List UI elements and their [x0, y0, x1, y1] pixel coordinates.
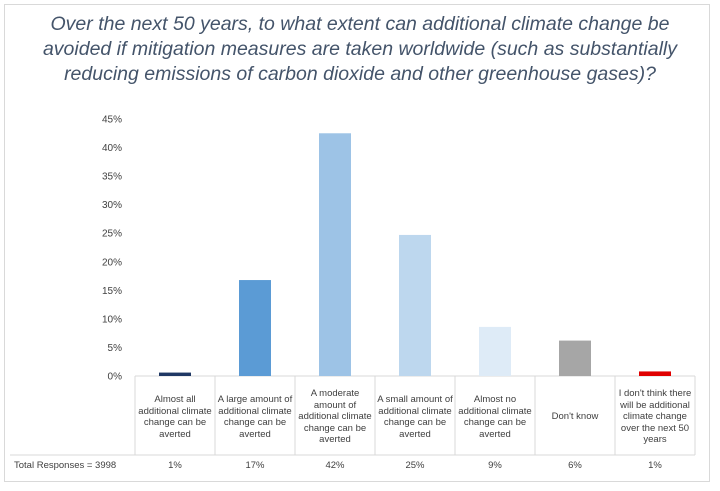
y-tick-label: 20% — [102, 257, 122, 268]
x-category-label: Don't know — [551, 411, 599, 423]
percentage-cell: 9% — [488, 460, 502, 471]
percentage-cell: 6% — [568, 460, 582, 471]
bar — [639, 371, 671, 376]
y-tick-label: 0% — [108, 372, 123, 383]
percentage-cell: 1% — [648, 460, 662, 471]
bars-layer — [159, 133, 671, 376]
x-category-label: A moderate amount of additional climate … — [298, 388, 372, 446]
y-tick-label: 5% — [108, 343, 123, 354]
chart-frame — [4, 4, 710, 482]
y-tick-label: 35% — [102, 172, 122, 183]
y-tick-label: 25% — [102, 229, 122, 240]
percentage-cell: 17% — [245, 460, 265, 471]
x-category-label: A small amount of additional climate cha… — [377, 394, 453, 440]
total-responses-label: Total Responses = 3998 — [14, 460, 117, 471]
bar — [559, 340, 591, 376]
y-tick-label: 15% — [102, 286, 122, 297]
percentage-cell: 25% — [405, 460, 425, 471]
bar — [319, 133, 351, 376]
y-tick-label: 10% — [102, 314, 122, 325]
x-category-label: Almost no additional climate change can … — [458, 394, 532, 440]
percentage-cell: 42% — [325, 460, 345, 471]
bar — [399, 234, 431, 376]
chart-title: Over the next 50 years, to what extent c… — [42, 13, 678, 85]
bar — [239, 280, 271, 376]
y-tick-label: 30% — [102, 200, 122, 211]
y-tick-label: 40% — [102, 143, 122, 154]
x-category-label: Almost all additional climate change can… — [138, 394, 212, 440]
y-tick-label: 45% — [102, 115, 122, 126]
x-category-label: A large amount of additional climate cha… — [217, 394, 293, 440]
bar — [159, 372, 191, 376]
bar — [479, 326, 511, 376]
percentage-cell: 1% — [168, 460, 182, 471]
x-category-label: I don't think there will be additional c… — [618, 388, 692, 446]
